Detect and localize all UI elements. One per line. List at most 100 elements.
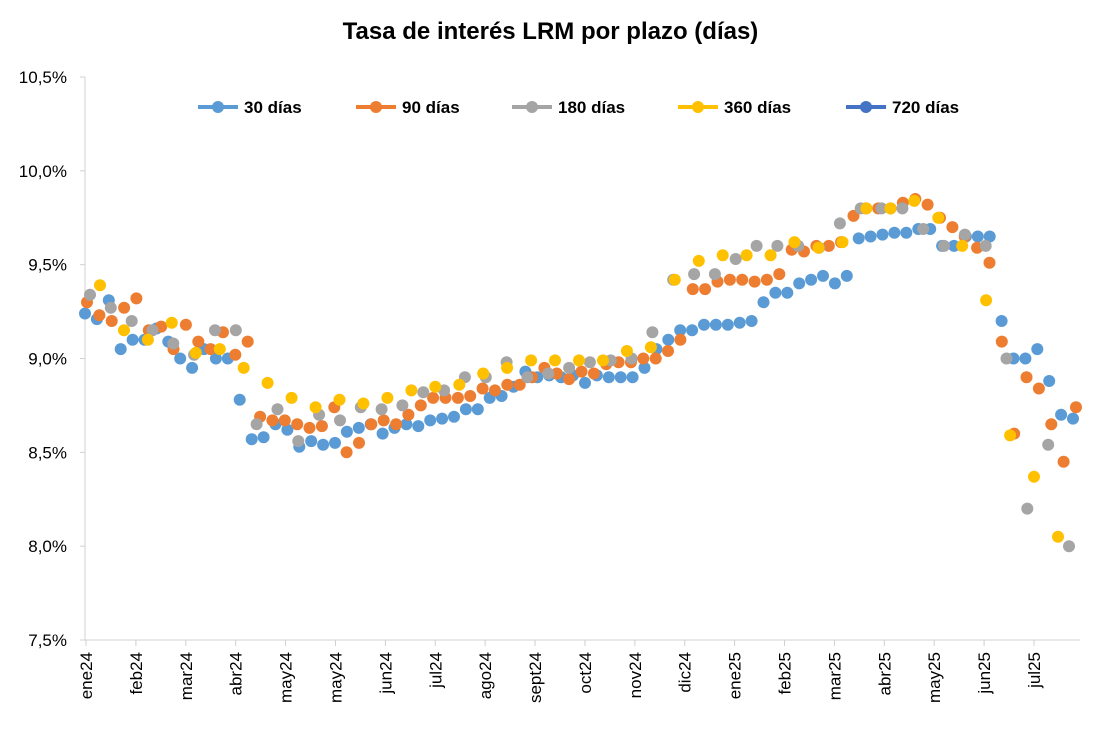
data-point — [340, 446, 353, 459]
data-point — [329, 436, 341, 449]
data-point — [980, 294, 993, 307]
data-point — [118, 324, 130, 337]
data-point — [938, 239, 950, 252]
data-point — [884, 202, 897, 215]
legend-label: 720 días — [892, 98, 959, 117]
data-point — [353, 436, 365, 449]
data-point — [662, 333, 675, 346]
data-point — [189, 346, 202, 359]
data-point — [716, 249, 729, 262]
data-point — [979, 239, 992, 252]
x-tick-label: may25 — [925, 652, 944, 703]
data-point — [241, 335, 254, 348]
data-point — [400, 418, 413, 431]
data-point — [748, 275, 761, 288]
data-point — [453, 378, 466, 391]
legend-item: 360 días — [678, 98, 791, 117]
data-point — [1067, 412, 1079, 425]
data-point — [146, 324, 159, 337]
data-point — [921, 198, 934, 211]
data-point — [424, 414, 437, 427]
data-point — [805, 273, 818, 286]
data-point — [833, 217, 846, 230]
data-point — [376, 427, 389, 440]
data-point — [1021, 502, 1034, 515]
data-point — [932, 211, 945, 224]
data-point — [126, 333, 139, 346]
x-tick-label: nov24 — [626, 652, 645, 698]
y-tick-label: 10,0% — [19, 162, 67, 181]
y-tick-label: 10,5% — [19, 68, 67, 87]
data-point — [686, 283, 699, 296]
data-point — [1032, 382, 1045, 395]
data-point — [692, 254, 705, 267]
data-point — [209, 352, 222, 365]
data-point — [1063, 540, 1075, 553]
data-point — [105, 315, 118, 327]
data-point — [573, 354, 585, 367]
data-point — [836, 236, 849, 249]
data-point — [757, 296, 770, 309]
data-point — [860, 202, 873, 215]
legend-marker — [692, 101, 704, 113]
series-4 — [94, 194, 1064, 543]
x-tick-label: abr25 — [875, 652, 894, 695]
x-tick-label: may24 — [326, 652, 345, 703]
data-point — [900, 226, 913, 239]
data-point — [638, 361, 651, 374]
data-point — [84, 288, 96, 301]
data-point — [699, 283, 712, 296]
data-point — [644, 341, 657, 354]
data-point — [674, 324, 687, 337]
data-point — [583, 356, 596, 369]
data-point — [983, 256, 996, 269]
data-point — [721, 318, 734, 331]
legend-label: 360 días — [724, 98, 791, 117]
data-point — [174, 352, 187, 365]
data-point — [822, 239, 835, 252]
data-point — [365, 418, 378, 431]
data-point — [281, 423, 294, 436]
legend-marker — [212, 101, 224, 113]
data-point — [233, 393, 246, 406]
data-point — [674, 333, 687, 346]
data-point — [736, 273, 749, 286]
data-point — [788, 236, 801, 249]
data-point — [427, 391, 440, 404]
data-point — [436, 412, 449, 425]
data-point — [626, 371, 639, 384]
data-point — [213, 343, 226, 356]
data-point — [261, 376, 274, 389]
x-tick-label: ago24 — [476, 652, 495, 699]
data-point — [245, 433, 258, 446]
data-point — [587, 367, 600, 380]
legend-label: 180 días — [558, 98, 625, 117]
data-point — [646, 326, 659, 339]
data-point — [781, 286, 794, 299]
data-point — [317, 438, 330, 451]
data-point — [1019, 352, 1032, 365]
data-point — [773, 268, 786, 281]
data-point — [908, 194, 921, 207]
data-point — [1000, 352, 1013, 365]
y-tick-label: 8,0% — [28, 537, 67, 556]
data-point — [451, 391, 464, 404]
data-point — [501, 361, 514, 374]
data-point — [828, 277, 841, 290]
data-point — [847, 209, 860, 222]
data-point — [94, 279, 106, 292]
x-tick-label: jul25 — [1025, 652, 1044, 689]
data-point — [489, 384, 501, 397]
legend-label: 30 días — [244, 98, 302, 117]
data-point — [377, 414, 390, 427]
data-point — [876, 228, 889, 241]
data-point — [956, 239, 969, 252]
data-point — [1052, 530, 1064, 543]
data-point — [1028, 470, 1040, 483]
x-tick-label: dic24 — [676, 652, 695, 693]
data-point — [686, 324, 699, 337]
x-tick-label: feb24 — [127, 652, 146, 695]
x-tick-label: jun24 — [376, 652, 395, 695]
data-point — [649, 352, 662, 365]
